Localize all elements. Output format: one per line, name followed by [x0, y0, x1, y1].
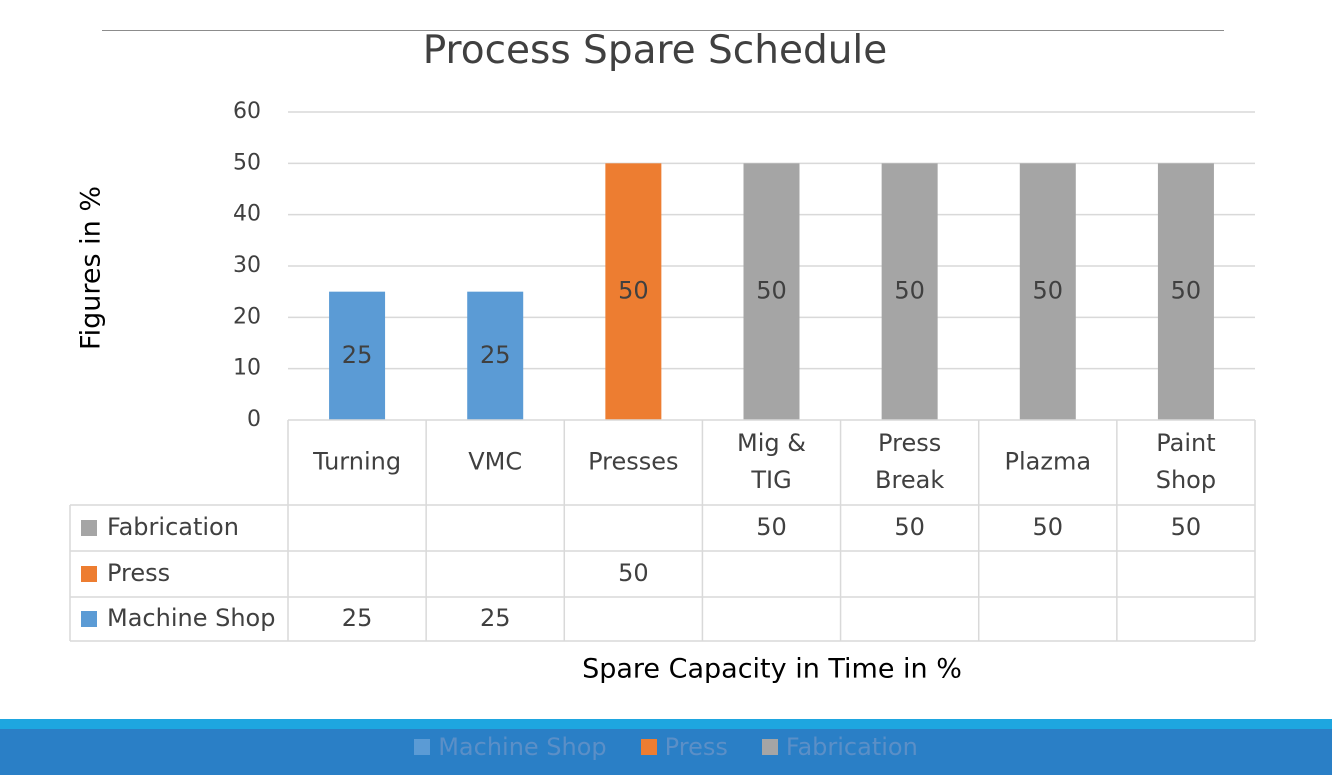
legend-swatch — [761, 739, 778, 755]
table-row-label: Machine Shop — [107, 604, 275, 632]
table-row-label: Fabrication — [107, 513, 239, 541]
category-label: Break — [875, 466, 944, 494]
bar-data-label: 50 — [1033, 277, 1064, 305]
table-cell-value: 50 — [894, 513, 925, 541]
category-label: Turning — [312, 448, 401, 476]
y-tick-label: 40 — [233, 202, 261, 227]
y-tick-label: 20 — [233, 304, 261, 329]
legend-item: Press — [640, 733, 728, 761]
table-cell-value: 50 — [756, 513, 787, 541]
chart-svg: 0 10 20 30 40 50 60 25 25 50 50 50 50 50 Turning VMC Pre… — [69, 99, 1256, 685]
bar-data-label: 25 — [342, 341, 373, 369]
table-legend-key — [81, 520, 97, 536]
legend-swatch — [640, 739, 657, 755]
bottom-band-accent — [0, 719, 1332, 729]
table-cell-value: 50 — [1171, 513, 1202, 541]
y-tick-label: 0 — [247, 407, 261, 432]
bar-press — [605, 163, 662, 421]
category-label: TIG — [750, 466, 791, 494]
bar-data-label: 50 — [618, 277, 649, 305]
bar-data-label: 50 — [1171, 277, 1202, 305]
bar-fabrication — [1157, 163, 1214, 421]
bar-fabrication — [881, 163, 938, 421]
y-tick-label: 30 — [233, 253, 261, 278]
bar-data-label: 50 — [894, 277, 925, 305]
bar-machine-shop — [467, 291, 524, 420]
legend-label: Fabrication — [785, 733, 918, 761]
table-cell-value: 50 — [1033, 513, 1064, 541]
chart-title: Process Spare Schedule — [422, 28, 888, 73]
category-label: Press — [878, 429, 941, 457]
table-row-label: Press — [107, 559, 170, 587]
category-label: Paint — [1156, 429, 1215, 457]
table-legend-key — [81, 611, 97, 627]
category-label: Shop — [1156, 466, 1216, 494]
legend-item: Machine Shop — [414, 733, 607, 761]
category-label: Mig & — [737, 429, 806, 457]
table-legend-key — [81, 566, 97, 582]
bar-machine-shop — [329, 291, 386, 420]
legend: Machine Shop Press Fabrication — [0, 729, 1332, 765]
legend-item: Fabrication — [761, 733, 918, 761]
table-cell-value: 25 — [480, 604, 511, 632]
bar-fabrication — [743, 163, 800, 421]
bar-data-label: 25 — [480, 341, 511, 369]
y-axis-label: Figures in % — [76, 186, 107, 350]
legend-label: Machine Shop — [438, 733, 607, 761]
bar-data-label: 50 — [756, 277, 787, 305]
category-label: Presses — [588, 448, 678, 476]
top-rule — [102, 30, 1224, 31]
table-cell-value: 50 — [618, 559, 649, 587]
y-tick-label: 10 — [233, 356, 261, 381]
table-cell-value: 25 — [342, 604, 373, 632]
legend-label: Press — [664, 733, 728, 761]
bottom-band — [0, 729, 1332, 775]
legend-swatch — [414, 739, 431, 755]
x-axis-label: Spare Capacity in Time in % — [582, 654, 962, 685]
category-label: VMC — [468, 448, 522, 476]
y-tick-label: 50 — [233, 150, 261, 175]
bar-fabrication — [1019, 163, 1076, 421]
y-tick-label: 60 — [233, 99, 261, 124]
category-label: Plazma — [1005, 448, 1092, 476]
